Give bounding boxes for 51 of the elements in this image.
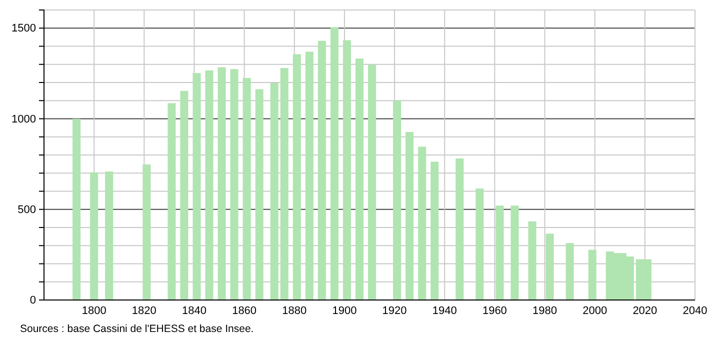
bar [342,40,351,300]
bar [355,58,364,300]
bar [305,52,314,300]
bar [588,250,596,300]
bar [270,83,278,300]
bar [168,103,176,300]
y-tick-label: 1000 [12,113,36,126]
bar [418,146,426,300]
y-tick-label: 1500 [12,22,36,35]
x-tick-label: 1860 [232,304,257,317]
bar [242,78,251,300]
x-tick-label: 1880 [282,304,307,317]
bar [205,70,214,300]
bar [476,188,484,300]
y-tick-label: 0 [30,294,36,307]
bar [456,158,464,300]
y-tick-label: 500 [18,204,36,216]
x-tick-label: 1980 [532,304,558,317]
bar [496,206,504,300]
bar [230,69,238,300]
x-tick-label: 1940 [432,304,457,317]
x-tick-label: 2000 [582,304,608,317]
bar [255,89,264,300]
bar [406,132,414,300]
x-tick-label: 1920 [382,304,407,317]
bar [318,40,326,300]
x-tick-label: 2040 [682,304,708,317]
bar [368,64,376,300]
bar [510,206,519,300]
bar [430,162,439,300]
bar [72,118,81,300]
bar [546,234,554,300]
source-note: Sources : base Cassini de l'EHESS et base Insee. [20,323,254,335]
x-tick-label: 1960 [482,304,507,317]
bar [566,243,574,300]
bar [180,90,188,300]
x-tick-label: 2020 [632,304,658,317]
bar [280,68,288,300]
bar [142,164,151,300]
bar [90,172,98,300]
x-tick-label: 1820 [132,304,156,317]
bar [105,171,114,300]
bar [218,67,226,300]
bar [528,221,536,300]
bar [192,73,201,300]
x-tick-label: 1900 [332,304,357,317]
bar [292,54,301,300]
x-tick-label: 1800 [82,304,106,317]
bar [330,27,338,300]
x-tick-label: 1840 [182,304,206,317]
bar [393,100,402,300]
